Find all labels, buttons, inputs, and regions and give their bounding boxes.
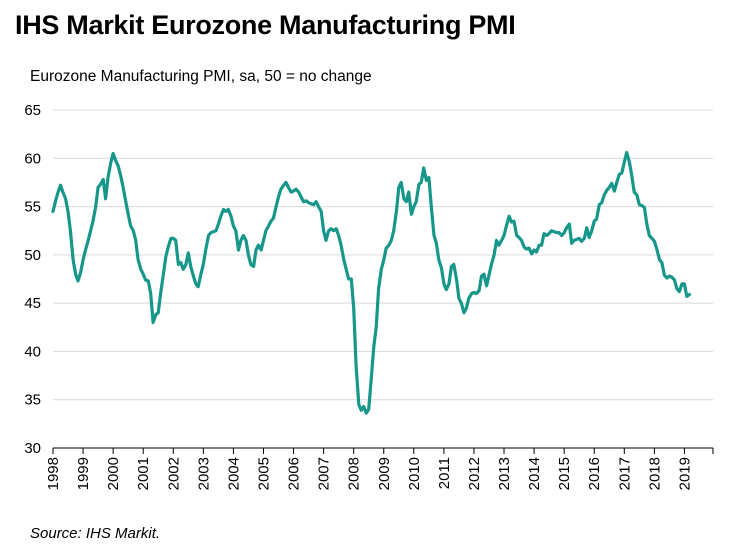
x-tick-label-2015: 2015 <box>556 457 573 490</box>
y-tick-label-40: 40 <box>24 343 41 360</box>
x-tick-label-1999: 1999 <box>75 457 92 490</box>
y-tick-label-30: 30 <box>24 440 41 457</box>
x-tick-label-2011: 2011 <box>436 457 453 489</box>
y-axis-ticks: 30 35 40 45 50 55 60 65 <box>24 102 41 457</box>
x-tick-label-2014: 2014 <box>526 457 543 490</box>
x-tick-label-2006: 2006 <box>286 457 303 490</box>
x-tick-label-2001: 2001 <box>135 457 152 490</box>
x-tick-label-1998: 1998 <box>45 457 62 490</box>
x-tick-label-2016: 2016 <box>586 457 603 490</box>
x-tick-label-2012: 2012 <box>466 457 483 490</box>
x-axis: 1998 1999 2000 2001 2002 2003 2004 2005 2006 2007… <box>45 447 714 490</box>
gridlines <box>53 109 713 401</box>
x-tick-label-2018: 2018 <box>646 457 663 490</box>
x-tick-label-2013: 2013 <box>496 457 513 490</box>
chart-title: IHS Markit Eurozone Manufacturing PMI <box>15 10 516 40</box>
x-tick-label-2007: 2007 <box>316 457 333 490</box>
x-tick-label-2019: 2019 <box>676 457 693 490</box>
y-tick-label-55: 55 <box>24 199 41 216</box>
series-layer <box>51 150 692 415</box>
x-tick-label-2005: 2005 <box>255 457 272 490</box>
x-tick-label-2009: 2009 <box>376 457 393 490</box>
y-tick-label-50: 50 <box>24 247 41 264</box>
x-tick-label-2017: 2017 <box>616 457 633 490</box>
x-tick-label-2000: 2000 <box>105 457 122 490</box>
x-tick-label-2010: 2010 <box>406 457 423 490</box>
chart-subtitle: Eurozone Manufacturing PMI, sa, 50 = no … <box>30 68 372 85</box>
x-tick-label-2002: 2002 <box>165 457 182 490</box>
y-tick-label-65: 65 <box>24 102 41 119</box>
y-tick-label-35: 35 <box>24 392 41 409</box>
series-line-0 <box>51 150 692 415</box>
y-tick-label-60: 60 <box>24 150 41 167</box>
x-tick-label-2003: 2003 <box>195 457 212 490</box>
x-tick-label-2008: 2008 <box>346 457 363 490</box>
source-note: Source: IHS Markit. <box>30 525 161 542</box>
y-tick-label-45: 45 <box>24 295 41 312</box>
x-tick-label-2004: 2004 <box>225 457 242 490</box>
